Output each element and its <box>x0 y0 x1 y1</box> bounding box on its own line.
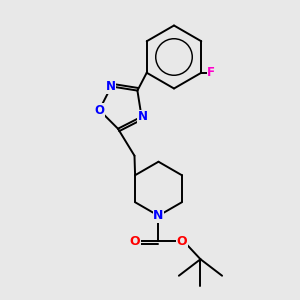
Text: F: F <box>207 66 215 79</box>
Text: O: O <box>94 103 104 116</box>
Text: N: N <box>137 110 147 123</box>
Text: N: N <box>106 80 116 93</box>
Text: O: O <box>176 235 187 248</box>
Text: O: O <box>130 235 140 248</box>
Text: N: N <box>153 209 164 222</box>
